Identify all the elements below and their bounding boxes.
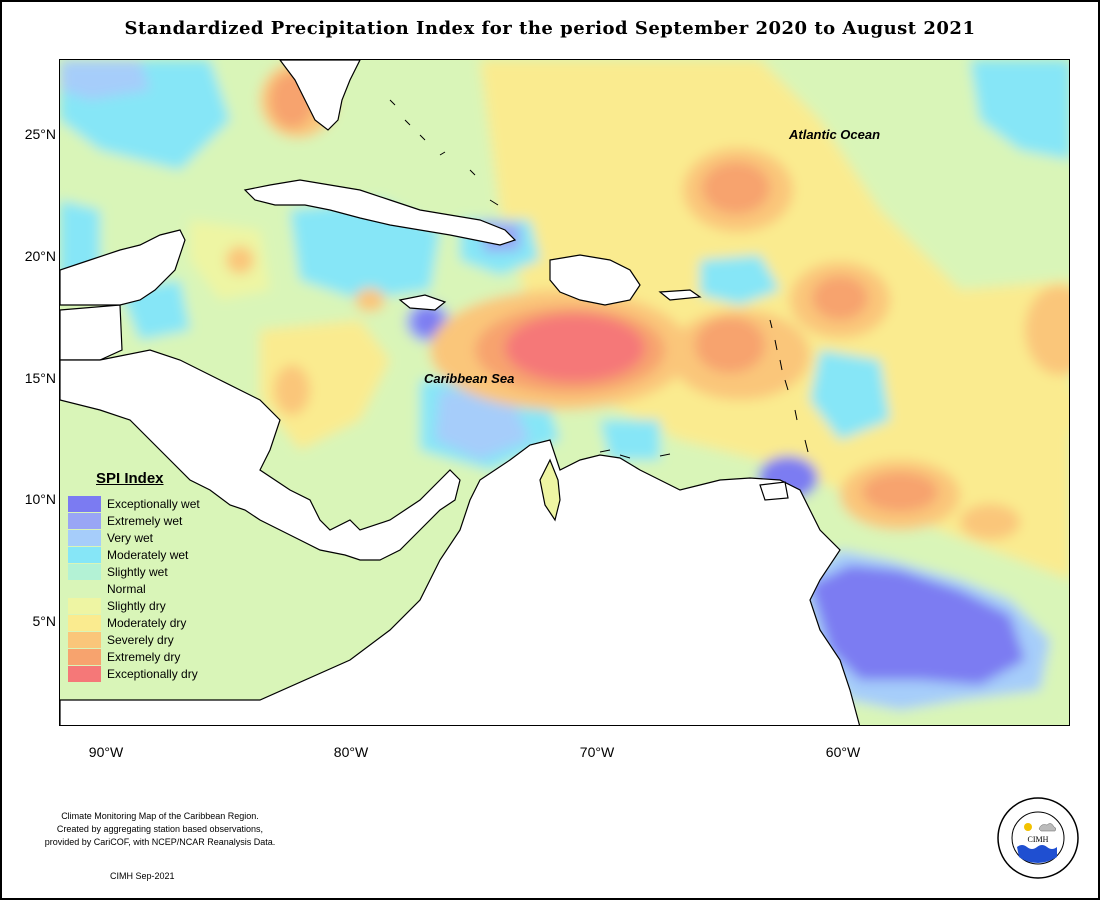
legend-swatch xyxy=(68,512,101,529)
lon-label-60w: 60°W xyxy=(825,744,861,760)
logo-name: CIMH xyxy=(1028,835,1049,844)
legend-swatch xyxy=(68,665,101,682)
atlantic-ocean-label: Atlantic Ocean xyxy=(789,127,881,142)
legend-label: Slightly dry xyxy=(107,598,166,613)
lon-label-80w: 80°W xyxy=(333,744,369,760)
lon-label-70w: 70°W xyxy=(579,744,615,760)
legend-swatch xyxy=(68,529,101,546)
legend-swatch xyxy=(68,597,101,614)
legend-label: Slightly wet xyxy=(107,564,168,579)
cimh-logo: CIMH xyxy=(997,797,1079,879)
legend-swatch xyxy=(68,631,101,648)
land-masses xyxy=(60,60,861,725)
cimh-logo-graphic: CIMH xyxy=(997,797,1079,879)
legend-swatch xyxy=(68,563,101,580)
legend-label: Extremely dry xyxy=(107,649,181,664)
caribbean-sea-label: Caribbean Sea xyxy=(424,371,515,386)
legend-label: Extremely wet xyxy=(107,513,183,528)
small-islands xyxy=(389,99,809,459)
legend-item: Moderately wet xyxy=(68,546,228,563)
legend-item: Exceptionally dry xyxy=(68,665,228,682)
legend-label: Moderately dry xyxy=(107,615,187,630)
credit-text: CIMH Sep-2021 xyxy=(110,871,175,881)
legend-label: Exceptionally dry xyxy=(107,666,198,681)
caption-line-2: Created by aggregating station based obs… xyxy=(56,824,264,834)
water-icon xyxy=(1017,845,1057,863)
map-title: Standardized Precipitation Index for the… xyxy=(124,18,976,39)
legend-swatch xyxy=(68,546,101,563)
legend-item: Slightly wet xyxy=(68,563,228,580)
legend-item: Extremely wet xyxy=(68,512,228,529)
lat-label-20n: 20°N xyxy=(24,248,56,264)
legend-item: Moderately dry xyxy=(68,614,228,631)
caption-line-3: provided by CariCOF, with NCEP/NCAR Rean… xyxy=(44,837,276,847)
legend-label: Moderately wet xyxy=(107,547,189,562)
spi-legend: SPI Index Exceptionally wet Extremely wet… xyxy=(68,470,228,682)
lon-label-90w: 90°W xyxy=(88,744,124,760)
lat-label-25n: 25°N xyxy=(24,126,56,142)
legend-item: Slightly dry xyxy=(68,597,228,614)
legend-item: Severely dry xyxy=(68,631,228,648)
legend-item: Normal xyxy=(68,580,228,597)
legend-swatch xyxy=(68,648,101,665)
legend-label: Normal xyxy=(107,581,146,596)
lat-label-10n: 10°N xyxy=(24,491,56,507)
legend-label: Very wet xyxy=(107,530,154,545)
legend-item: Extremely dry xyxy=(68,648,228,665)
legend-label: Severely dry xyxy=(107,632,174,647)
legend-swatch xyxy=(68,580,101,597)
legend-swatch xyxy=(68,495,101,512)
sun-icon xyxy=(1024,823,1032,831)
legend-swatch xyxy=(68,614,101,631)
lat-label-5n: 5°N xyxy=(32,613,57,629)
legend-label: Exceptionally wet xyxy=(107,496,200,511)
cloud-icon xyxy=(1038,823,1057,832)
legend-item: Exceptionally wet xyxy=(68,495,228,512)
map-caption: Climate Monitoring Map of the Caribbean … xyxy=(30,810,290,849)
legend-title: SPI Index xyxy=(96,470,164,487)
spi-map: Atlantic Ocean Caribbean Sea xyxy=(59,59,1070,726)
caption-line-1: Climate Monitoring Map of the Caribbean … xyxy=(61,811,259,821)
lat-label-15n: 15°N xyxy=(24,370,56,386)
spi-field xyxy=(60,60,1069,725)
legend-item: Very wet xyxy=(68,529,228,546)
